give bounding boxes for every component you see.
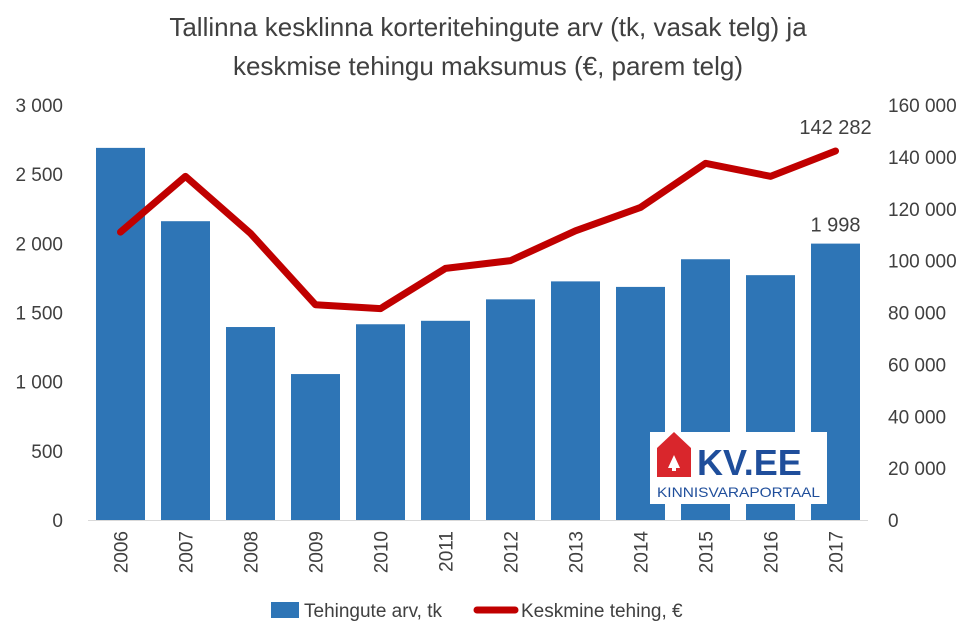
kv-logo: KV.EE KINNISVARAPORTAAL bbox=[650, 432, 827, 504]
x-axis-tick-label: 2012 bbox=[502, 531, 523, 573]
right-axis-tick-label: 120 000 bbox=[888, 200, 957, 221]
right-axis-tick-label: 80 000 bbox=[888, 304, 946, 325]
left-axis-tick-label: 500 bbox=[31, 442, 63, 463]
x-axis-tick-label: 2016 bbox=[762, 531, 783, 573]
left-axis-tick-label: 1 000 bbox=[15, 373, 63, 394]
bar bbox=[96, 147, 145, 520]
right-axis-tick-label: 20 000 bbox=[888, 459, 946, 480]
x-axis-tick-label: 2009 bbox=[307, 531, 328, 573]
left-axis-tick-label: 2 500 bbox=[15, 165, 63, 186]
data-label: 142 282 bbox=[799, 117, 871, 139]
bar bbox=[291, 374, 340, 520]
x-axis-tick-label: 2011 bbox=[437, 531, 458, 572]
left-axis-tick-label: 3 000 bbox=[15, 96, 63, 117]
x-axis-tick-label: 2006 bbox=[112, 531, 133, 573]
chart-title: Tallinna kesklinna korteritehingute arv … bbox=[169, 12, 807, 81]
logo-main-text: KV.EE bbox=[697, 442, 802, 483]
right-axis-tick-label: 140 000 bbox=[888, 148, 957, 169]
data-labels: 1 998 142 282 bbox=[799, 117, 871, 237]
data-label: 1 998 bbox=[810, 215, 860, 237]
bar bbox=[226, 327, 275, 520]
x-axis-tick-label: 2008 bbox=[242, 531, 263, 573]
bar bbox=[551, 281, 600, 520]
house-icon bbox=[657, 432, 691, 477]
left-axis: 0 500 1 000 1 500 2 000 2 500 3 000 bbox=[15, 96, 63, 532]
line-series bbox=[117, 147, 839, 313]
left-axis-tick-label: 2 000 bbox=[15, 234, 63, 255]
line-series-path bbox=[117, 147, 839, 313]
bar bbox=[161, 221, 210, 520]
right-axis-tick-label: 100 000 bbox=[888, 252, 957, 273]
legend-bar-swatch bbox=[271, 602, 299, 618]
left-axis-tick-label: 1 500 bbox=[15, 304, 63, 325]
right-axis: 0 20 000 40 000 60 000 80 000 100 000 120 000 1… bbox=[888, 96, 957, 532]
x-axis-tick-label: 2013 bbox=[567, 531, 588, 573]
bar bbox=[356, 324, 405, 520]
right-axis-tick-label: 60 000 bbox=[888, 355, 946, 376]
x-axis-tick-label: 2014 bbox=[632, 531, 653, 574]
x-axis-tick-label: 2010 bbox=[372, 531, 393, 573]
x-axis-tick-label: 2015 bbox=[697, 531, 718, 573]
x-axis-tick-label: 2017 bbox=[827, 531, 848, 573]
x-axis: 2006 2007 2008 2009 2010 2011 2012 2013 2014 2015… bbox=[88, 520, 868, 574]
logo-sub-text: KINNISVARAPORTAAL bbox=[657, 484, 820, 500]
bar bbox=[486, 299, 535, 520]
legend-line-label: Keskmine tehing, € bbox=[521, 601, 683, 622]
legend: Tehingute arv, tk Keskmine tehing, € bbox=[271, 601, 683, 622]
bar bbox=[421, 320, 470, 520]
x-axis-tick-label: 2007 bbox=[177, 531, 198, 573]
legend-bar-label: Tehingute arv, tk bbox=[304, 601, 443, 622]
right-axis-tick-label: 40 000 bbox=[888, 407, 946, 428]
left-axis-tick-label: 0 bbox=[52, 511, 63, 532]
chart-title-line-1: Tallinna kesklinna korteritehingute arv … bbox=[169, 12, 807, 42]
right-axis-tick-label: 0 bbox=[888, 511, 899, 532]
right-axis-tick-label: 160 000 bbox=[888, 96, 957, 117]
chart-title-line-2: keskmise tehingu maksumus (€, parem telg… bbox=[233, 51, 743, 81]
